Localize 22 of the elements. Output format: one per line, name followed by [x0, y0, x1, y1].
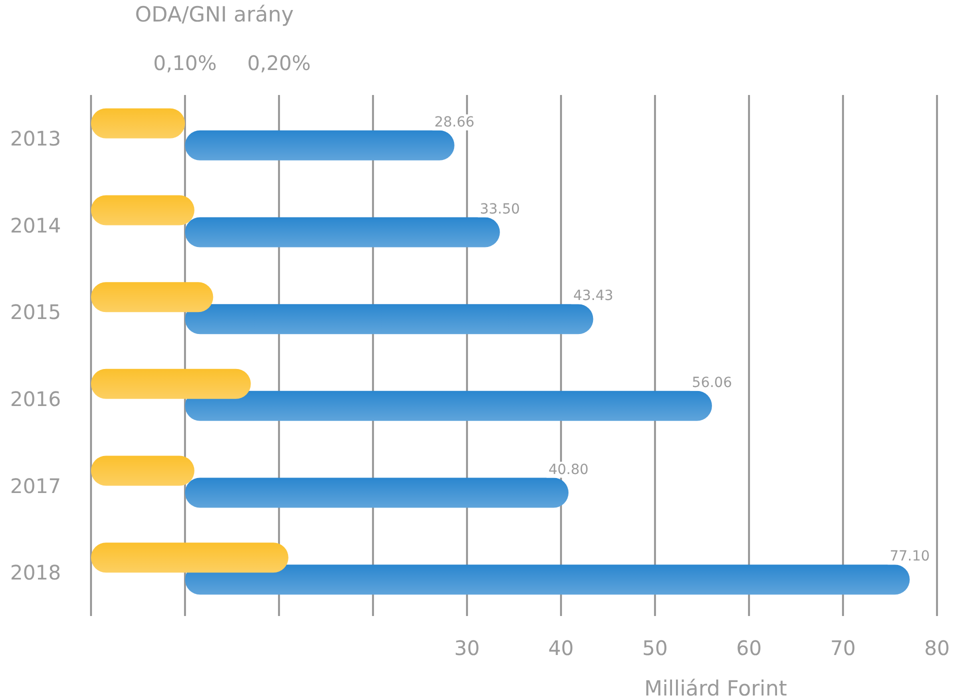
- y-tick-label: 2016: [10, 386, 61, 411]
- data-label: 33.50: [480, 201, 520, 218]
- x-tick-label: 40: [548, 636, 574, 660]
- data-label: 56.06: [692, 374, 732, 391]
- y-tick-label: 2015: [10, 300, 61, 324]
- x-tick-label: 80: [924, 636, 950, 660]
- x2-tick-label: 0,20%: [247, 51, 311, 75]
- x-tick-label: 60: [736, 636, 762, 660]
- x-tick-label: 70: [830, 636, 856, 660]
- x2-axis-title: ODA/GNI arány: [135, 2, 294, 26]
- x-axis-title: Milliárd Forint: [644, 676, 787, 699]
- data-label: 43.43: [573, 288, 614, 304]
- y-tick-label: 2017: [10, 474, 61, 498]
- y-tick-label: 2013: [10, 126, 61, 150]
- y-tick-label: 2018: [10, 560, 61, 585]
- x-tick-label: 30: [454, 636, 480, 660]
- data-label: 40.80: [548, 462, 589, 478]
- data-label: 77.10: [890, 548, 930, 565]
- x-tick-label: 50: [642, 636, 668, 660]
- x2-tick-label: 0,10%: [153, 51, 217, 75]
- data-label: 28.66: [434, 114, 475, 130]
- y-tick-label: 2014: [10, 213, 61, 238]
